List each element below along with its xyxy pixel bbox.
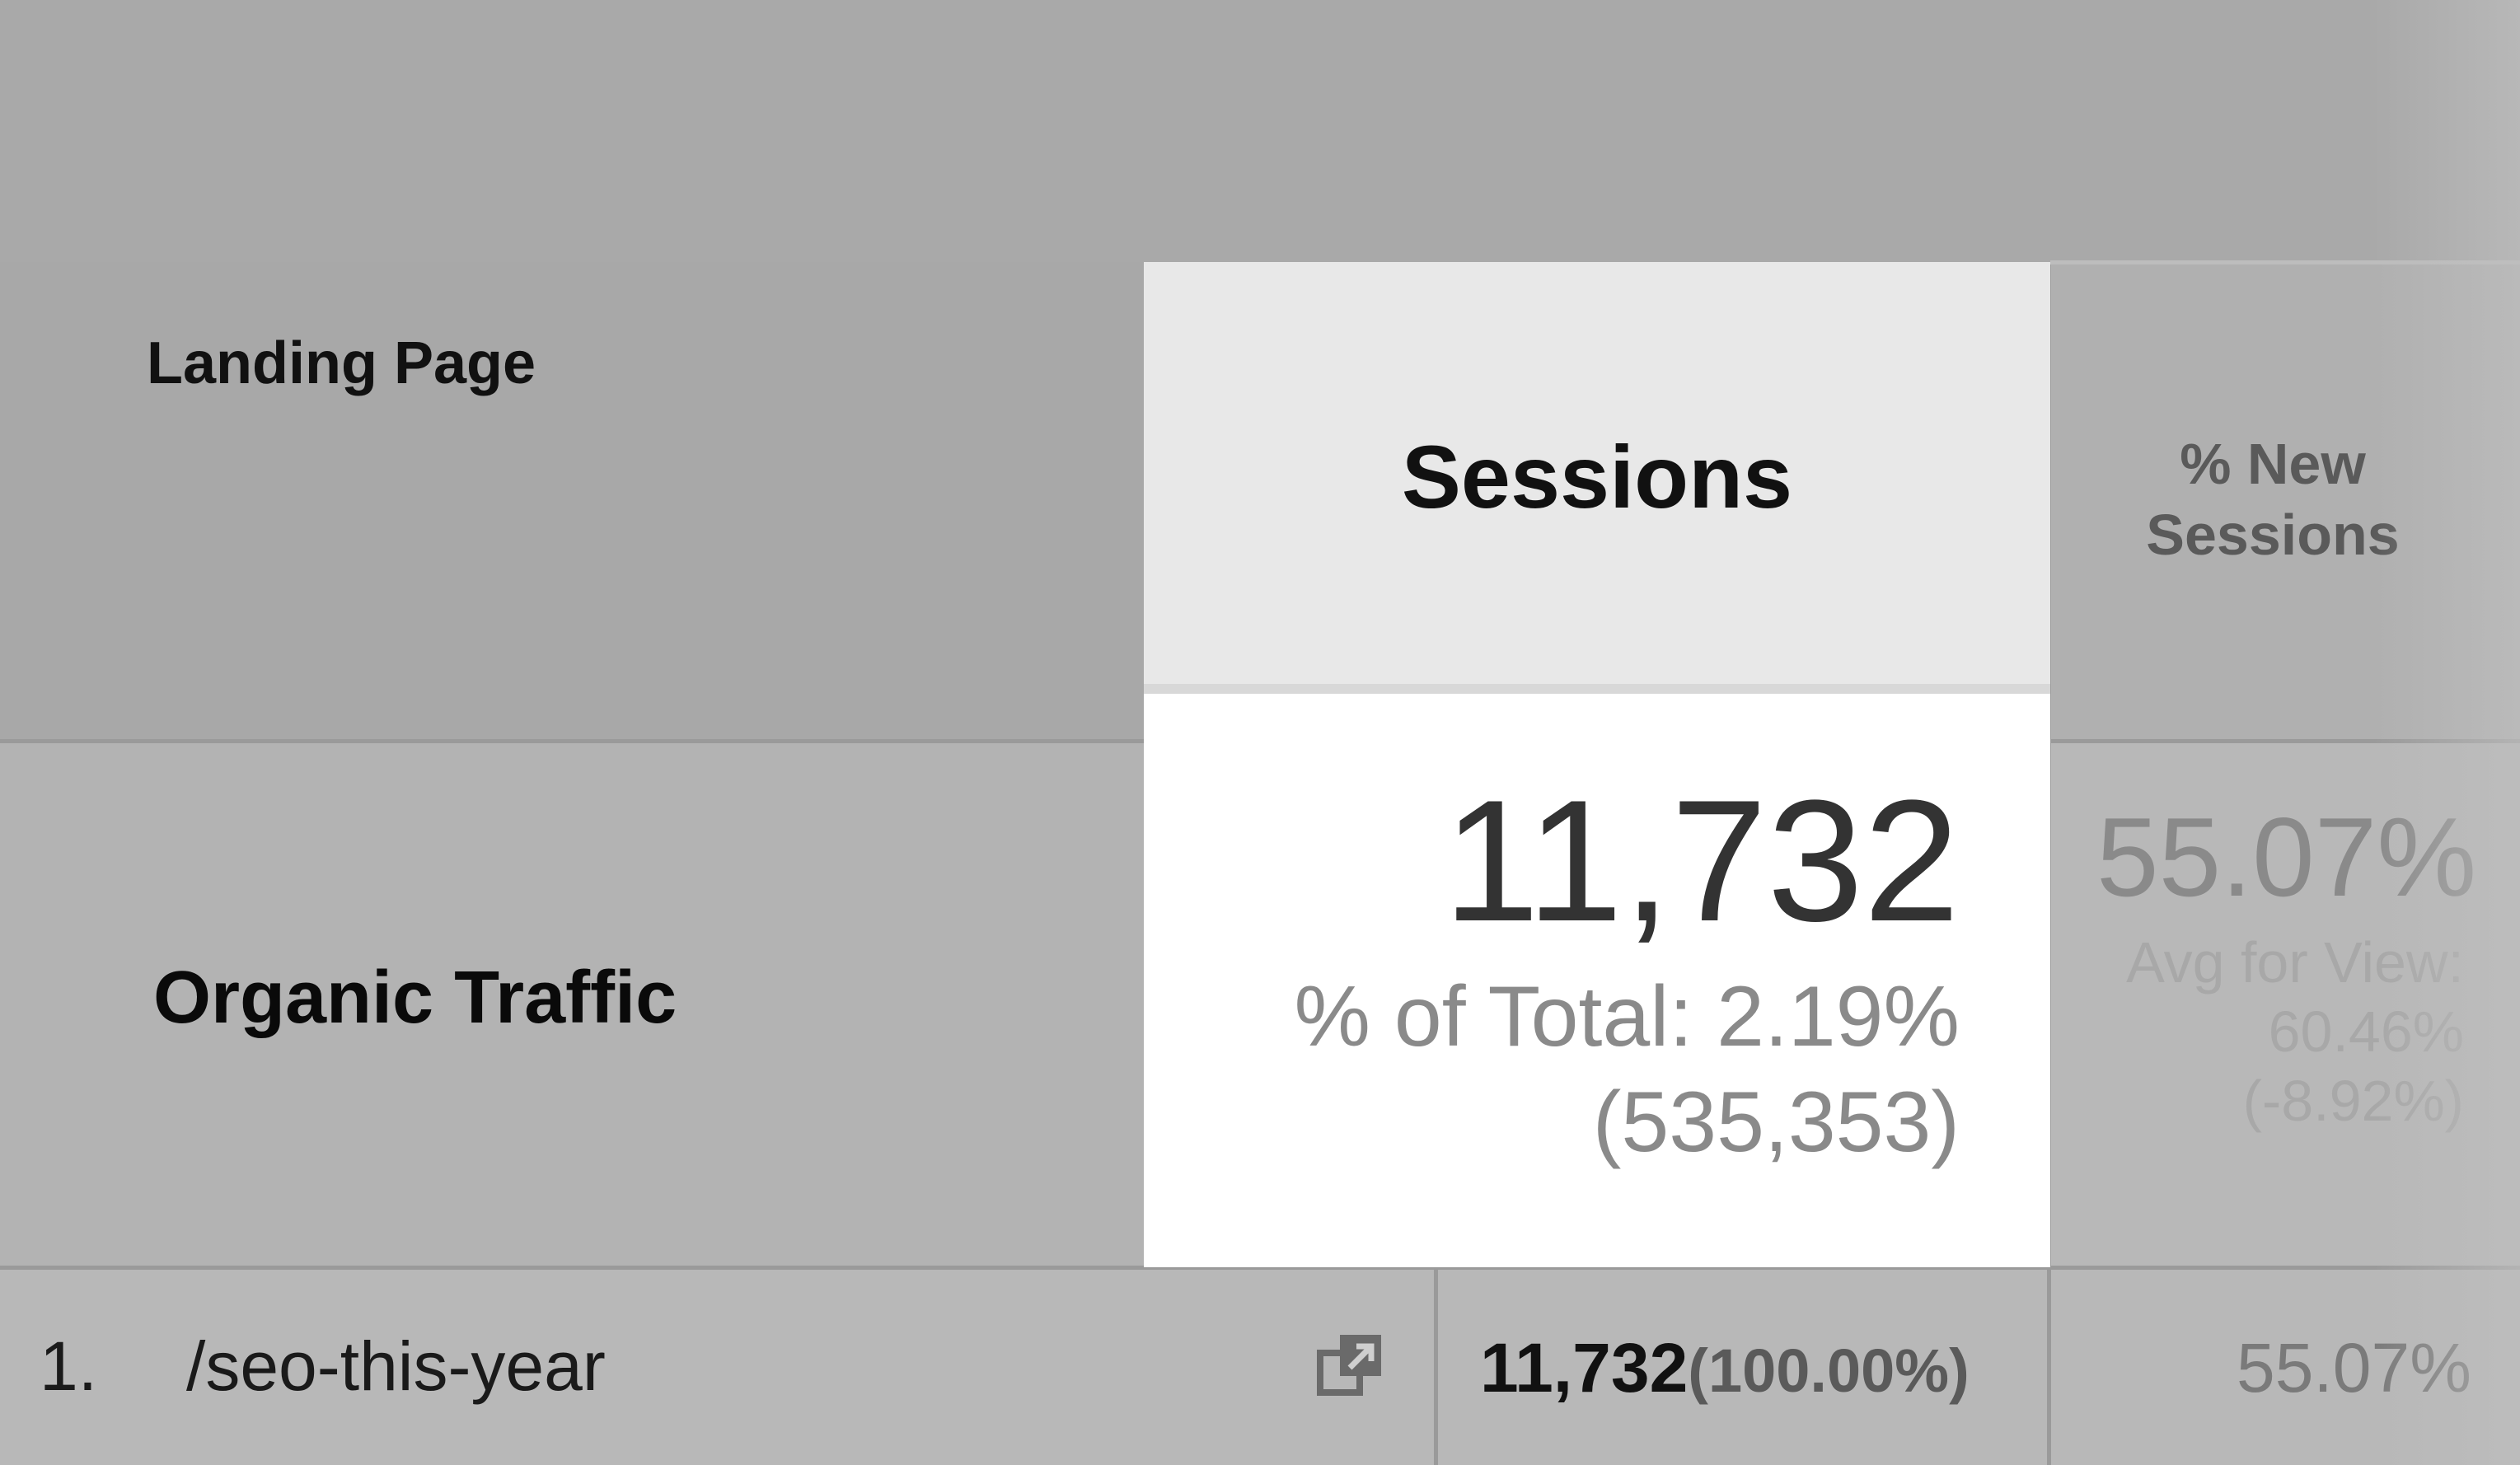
segment-label: Organic Traffic (153, 957, 677, 1039)
summary-divider (0, 1266, 2520, 1270)
sessions-header-divider (1144, 684, 2050, 694)
sessions-percent-of-total: % of Total: 2.19% (535,353) (1136, 964, 1960, 1175)
avg-for-view-change: (-8.92%) (2242, 1069, 2464, 1133)
sessions-total: 11,732 (1443, 764, 1960, 957)
row-sessions-value: 11,732 (1480, 1329, 1689, 1406)
summary-row-left (0, 742, 1144, 1267)
new-sessions-header[interactable]: % New Sessions (2050, 428, 2495, 570)
header-divider (2050, 739, 2520, 743)
open-in-new-window-icon[interactable] (1315, 1330, 1388, 1402)
header-top-line (2050, 260, 2520, 264)
row-new-sessions: 55.07% (2237, 1329, 2471, 1406)
row-index: 1. (40, 1327, 98, 1405)
sessions-header[interactable]: Sessions (1144, 262, 2050, 690)
header-divider (0, 739, 1144, 743)
row-sessions-percent: (100.00%) (1688, 1336, 1970, 1405)
top-band (0, 0, 2520, 262)
data-row-band (0, 1267, 2520, 1465)
sessions-site-total: (535,353) (1592, 1074, 1960, 1170)
new-sessions-header-line2: Sessions (2146, 503, 2400, 567)
avg-for-view-value: 60.46% (2268, 999, 2464, 1064)
column-divider (1434, 1267, 1438, 1465)
landing-page-header[interactable]: Landing Page (147, 330, 536, 396)
header-row-left (0, 262, 1144, 742)
sessions-header-label: Sessions (1401, 426, 1793, 527)
new-sessions-header-line1: % New (2180, 432, 2366, 496)
landing-page-link[interactable]: /seo-this-year (186, 1327, 606, 1405)
new-sessions-total: 55.07% (2096, 794, 2477, 920)
new-sessions-average: Avg for View: 60.46% (-8.92%) (2060, 928, 2464, 1135)
sessions-percent-line: % of Total: 2.19% (1294, 969, 1960, 1065)
row-sessions: 11,732(100.00%) (1480, 1328, 1970, 1408)
sessions-summary-cell (1144, 694, 2050, 1267)
avg-for-view-label: Avg for View: (2126, 930, 2464, 995)
